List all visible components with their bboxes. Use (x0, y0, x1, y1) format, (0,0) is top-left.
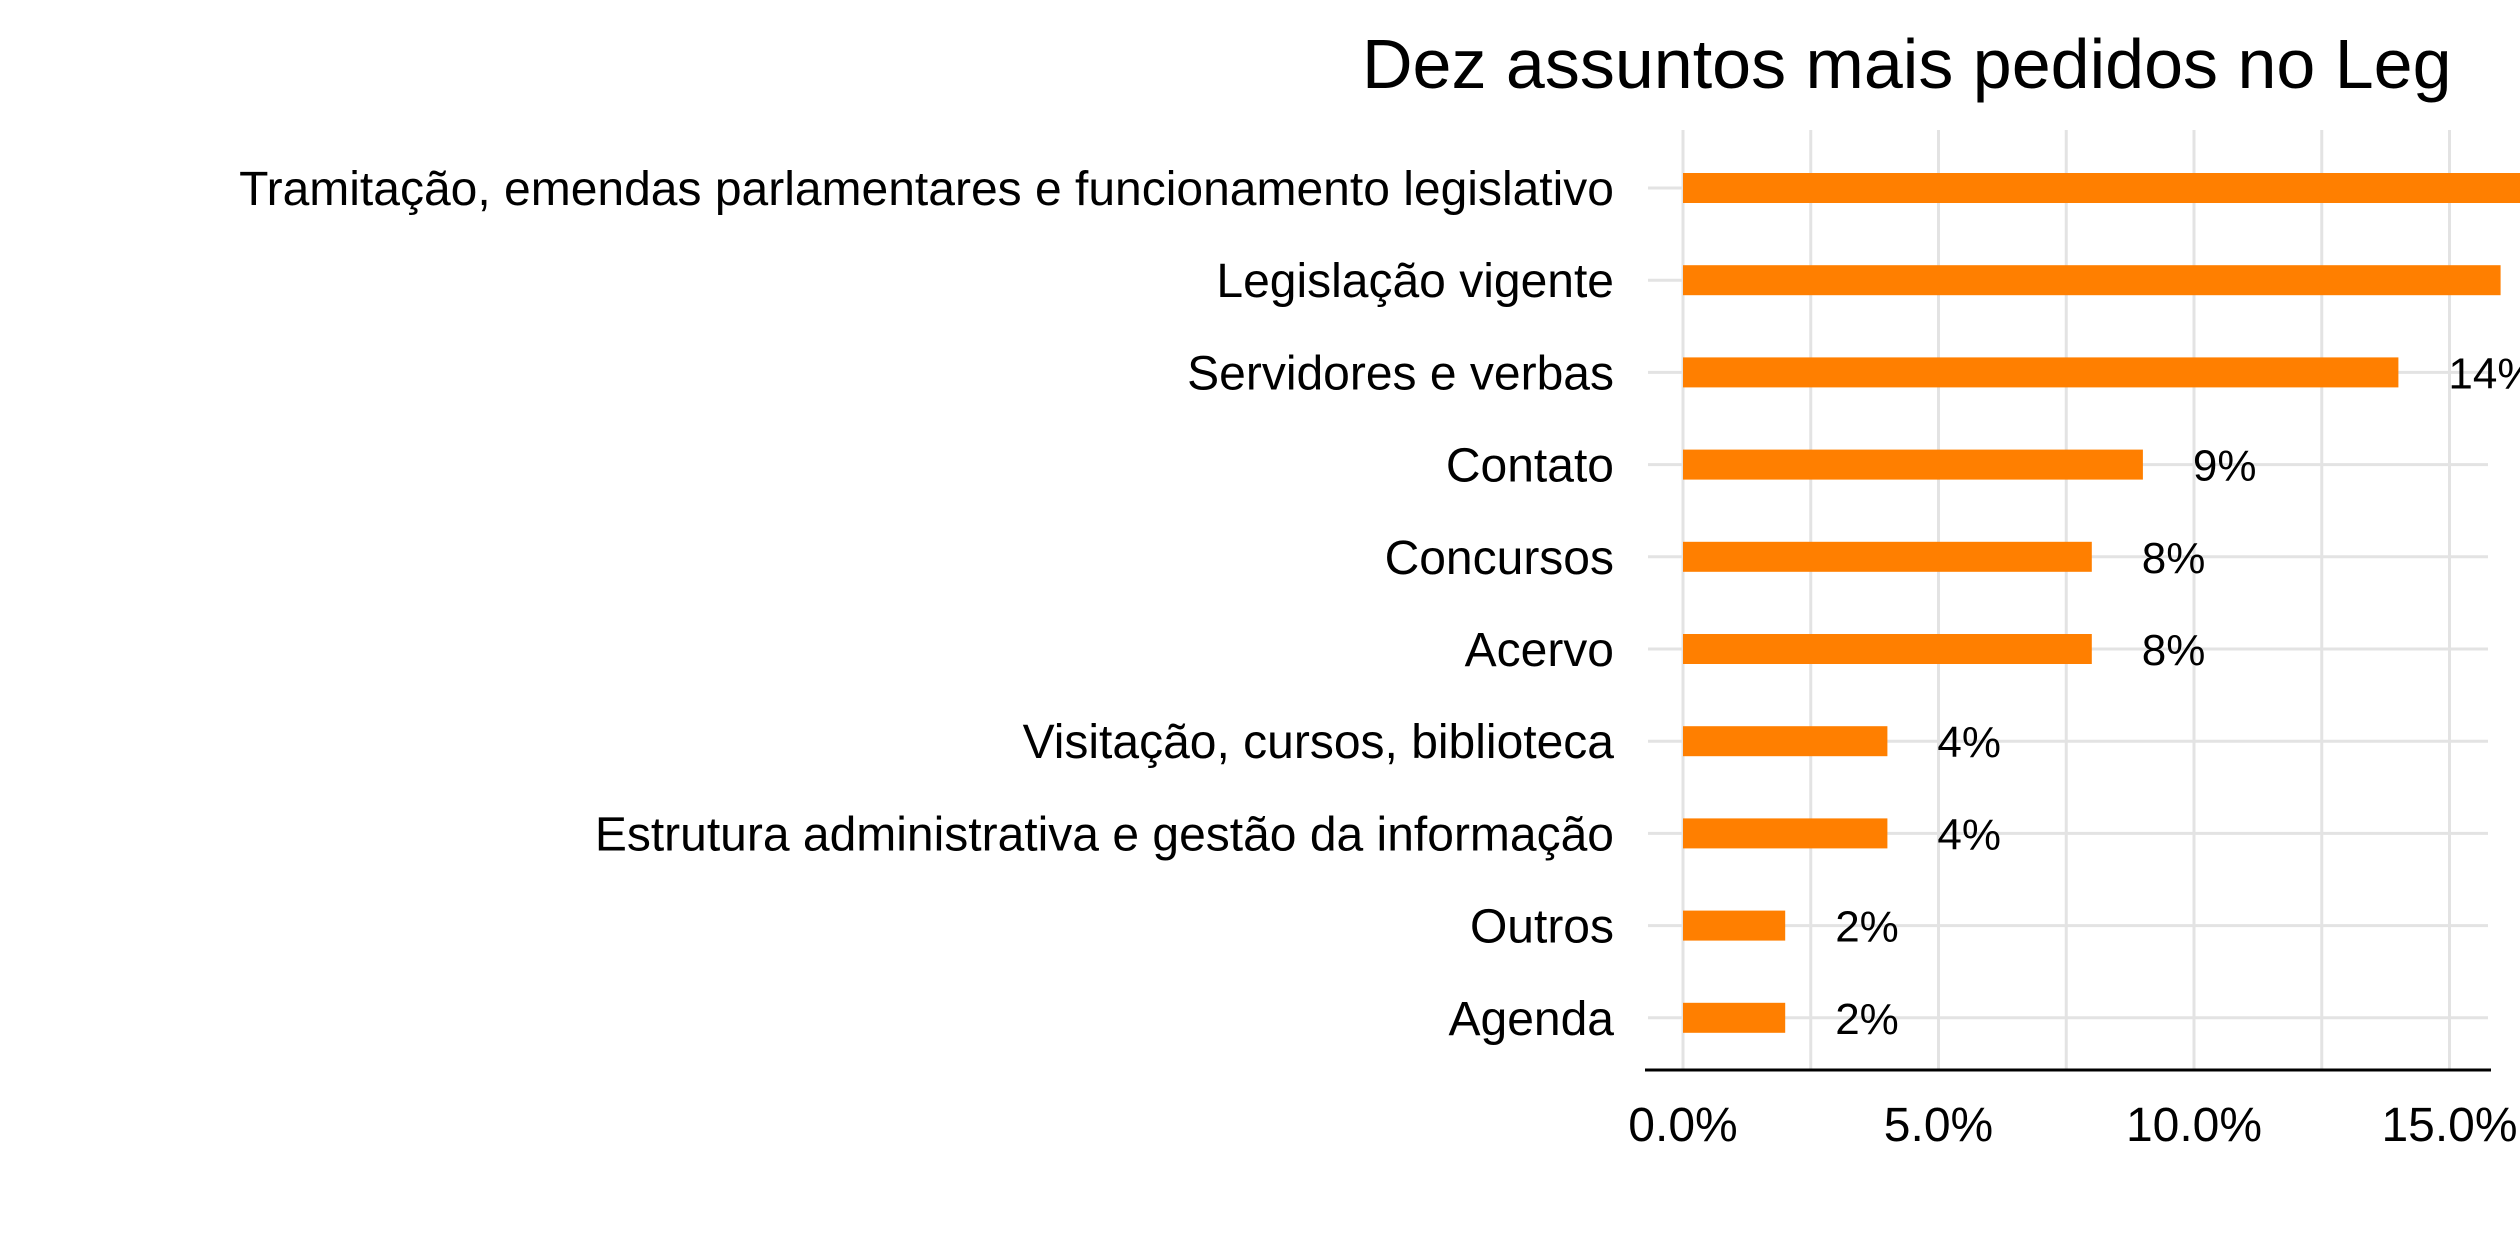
bar (1683, 634, 2092, 664)
data-label: 14% (2448, 349, 2520, 398)
category-label: Servidores e verbas (1187, 347, 1614, 400)
category-label: Visitação, cursos, biblioteca (1023, 716, 1615, 769)
bar (1683, 910, 1786, 941)
bar (1683, 357, 2399, 388)
x-tick-label: 10.0% (2126, 1099, 2262, 1152)
category-label: Concursos (1385, 532, 1614, 585)
data-labels: 25%16%14%9%8%8%4%4%2%2% (1835, 349, 2520, 1044)
data-label: 4% (1937, 718, 2001, 767)
data-label: 4% (1937, 810, 2001, 859)
category-label: Estrutura administrativa e gestão da inf… (595, 808, 1614, 861)
category-label: Agenda (1449, 993, 1615, 1046)
data-label: 2% (1835, 995, 1899, 1044)
category-labels: Tramitação, emendas parlamentares e func… (239, 163, 1614, 1046)
category-label: Tramitação, emendas parlamentares e func… (239, 163, 1614, 216)
bar (1683, 726, 1888, 757)
bar (1683, 449, 2143, 480)
data-label: 8% (2142, 626, 2206, 675)
category-label: Acervo (1465, 624, 1614, 677)
data-label: 9% (2193, 442, 2257, 491)
bars (1683, 173, 2520, 1033)
data-label: 8% (2142, 534, 2206, 583)
category-label: Outros (1470, 901, 1614, 954)
category-label: Legislação vigente (1216, 255, 1614, 308)
bar (1683, 173, 2520, 203)
x-tick-label: 5.0% (1884, 1099, 1993, 1152)
bar (1683, 541, 2092, 572)
data-label: 2% (1835, 903, 1899, 952)
x-tick-label: 0.0% (1628, 1099, 1737, 1152)
bar (1683, 265, 2501, 296)
category-label: Contato (1446, 440, 1614, 493)
bar (1683, 1002, 1786, 1033)
x-tick-label: 15.0% (2381, 1099, 2517, 1152)
x-tick-labels: 0.0%5.0%10.0%15.0%20.0%25.0%30.0% (1628, 1099, 2517, 1152)
chart-title: Dez assuntos mais pedidos no Leg (1362, 25, 2452, 103)
bar (1683, 818, 1888, 849)
